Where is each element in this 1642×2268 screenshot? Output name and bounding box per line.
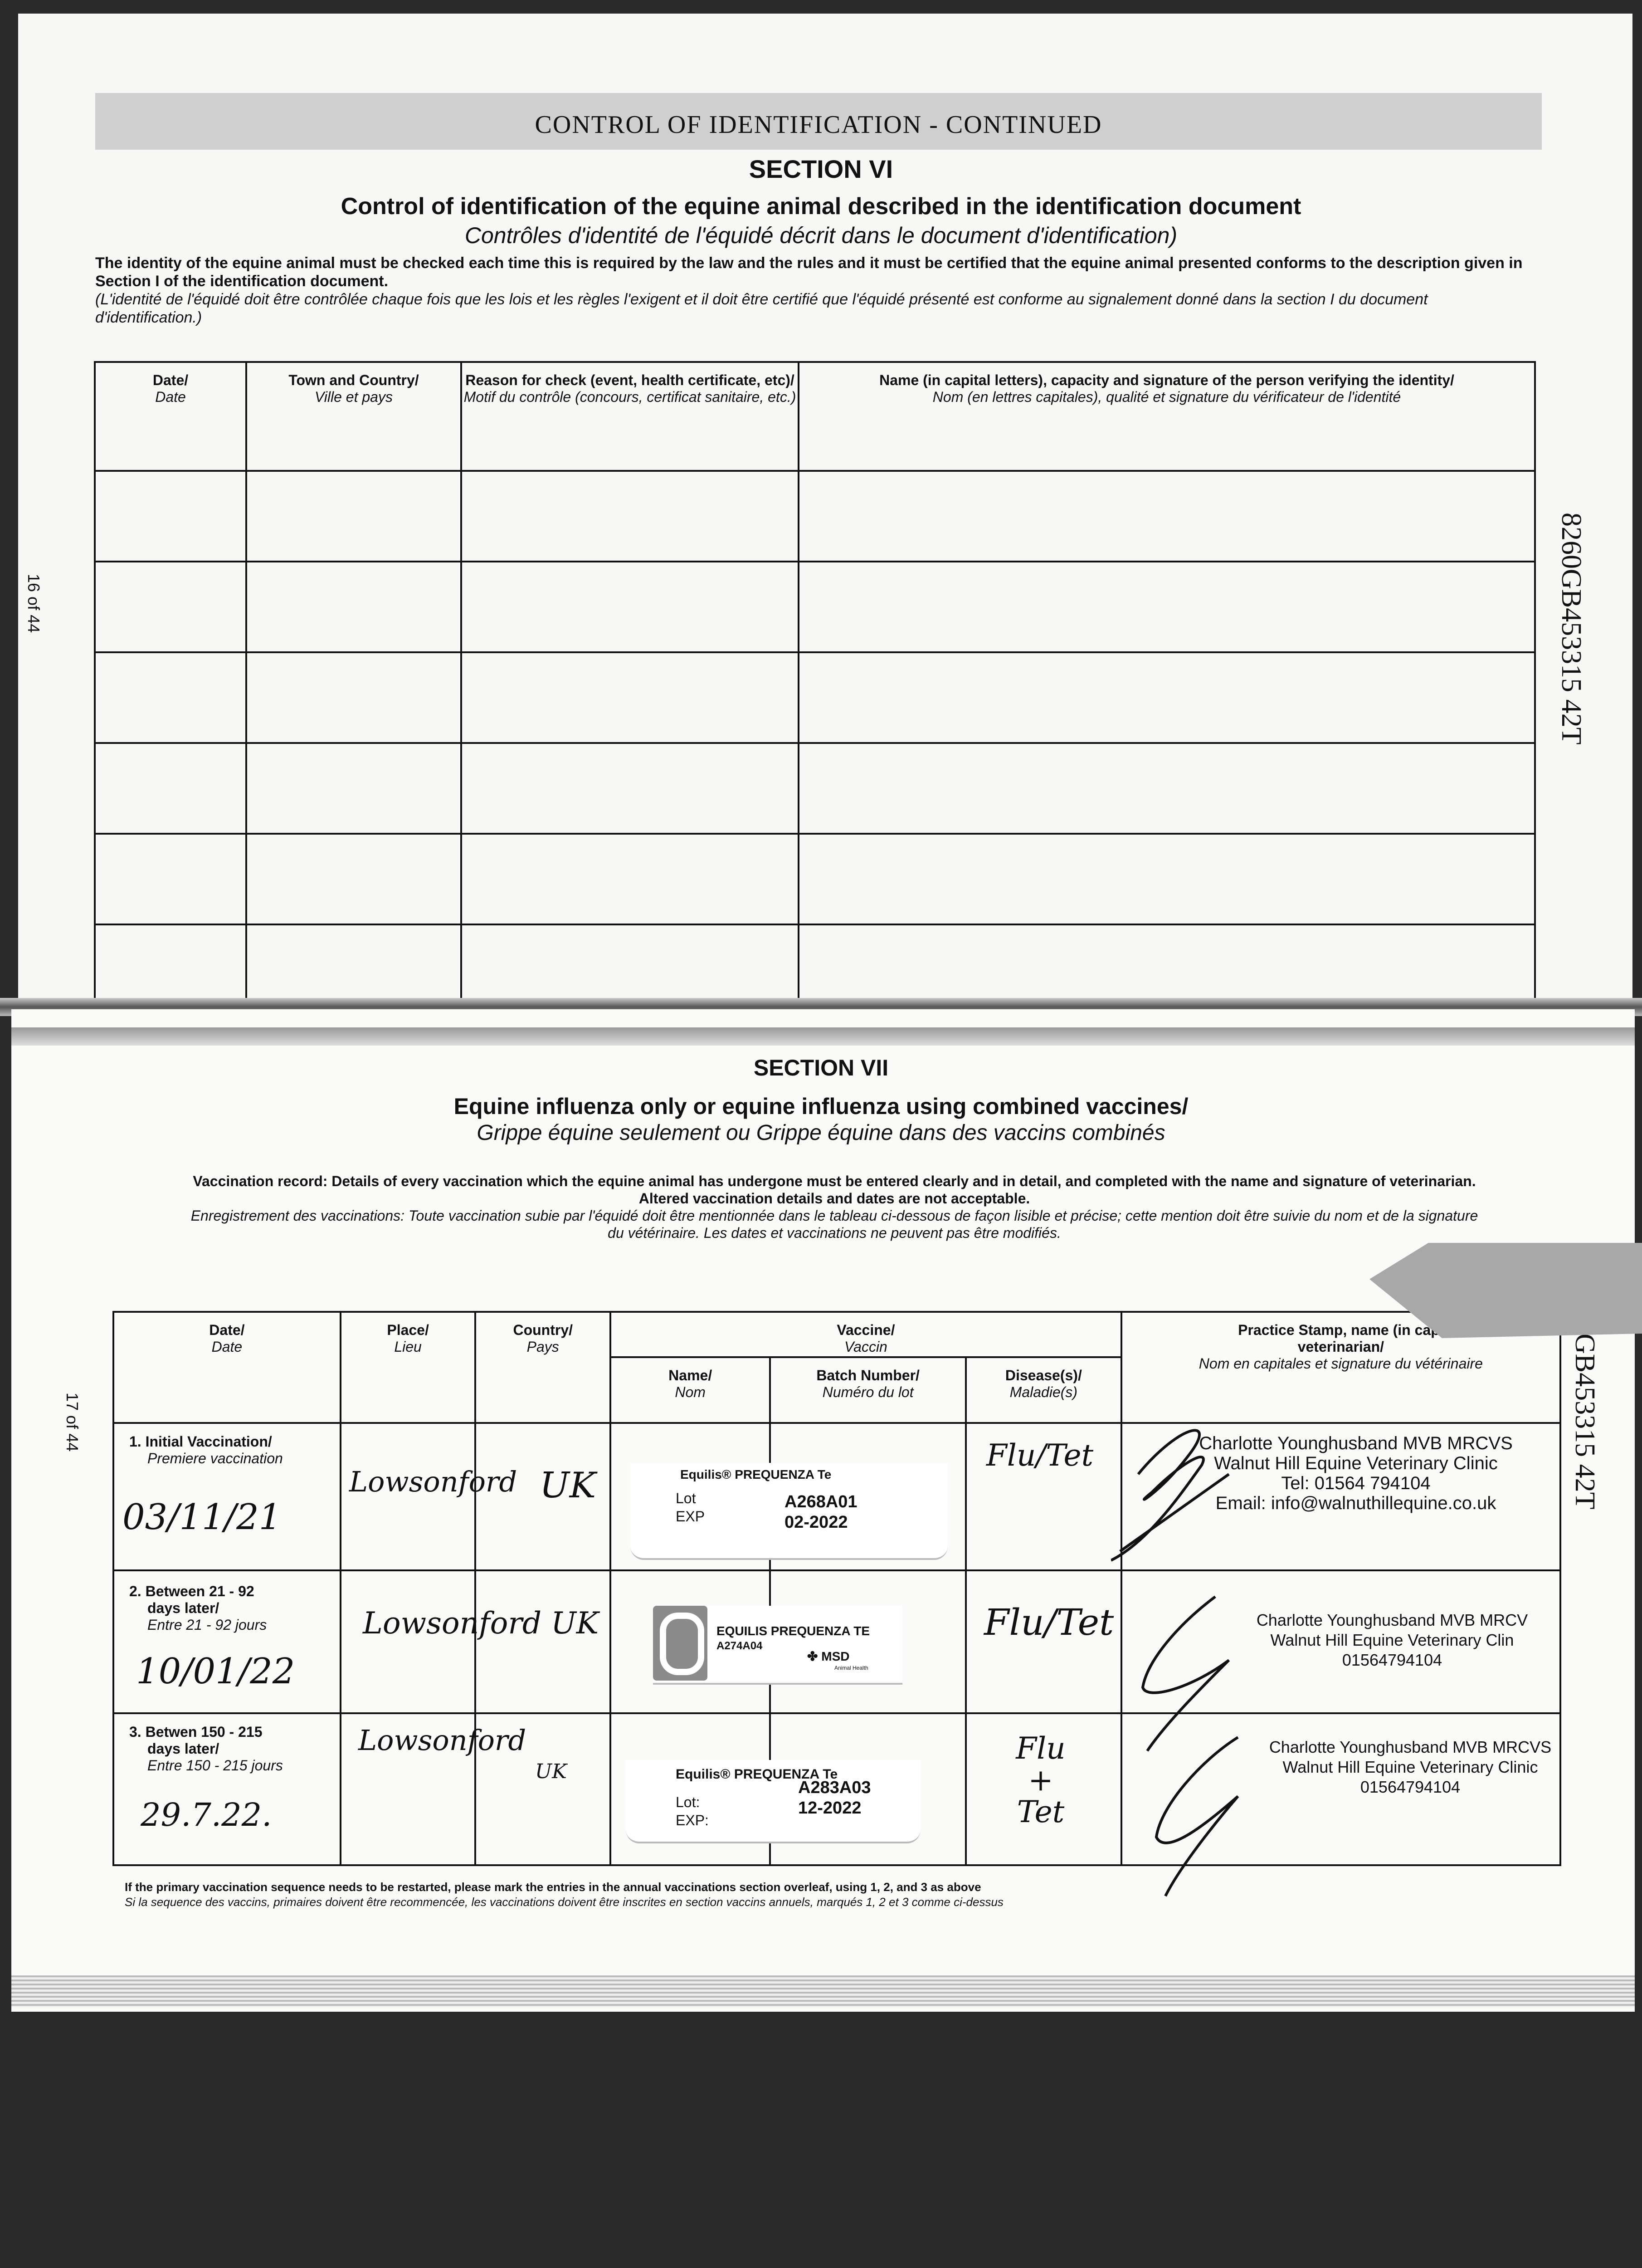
row-2-place: Lowsonford UK: [363, 1606, 599, 1641]
col-vaccine: Vaccine/Vaccin: [609, 1311, 1122, 1358]
row-1-place: Lowsonford: [349, 1465, 517, 1498]
col-vaccine-name: Name/Nom: [609, 1356, 771, 1424]
identity-check-table: Date/Date Town and Country/Ville et pays…: [94, 361, 1536, 1002]
instructions-fr: Enregistrement des vaccinations: Toute v…: [190, 1207, 1478, 1224]
col-batch: Batch Number/Numéro du lot: [769, 1356, 967, 1424]
passport-number: 8260GB453315 42T: [1556, 513, 1587, 745]
section-title-fr: Contrôles d'identité de l'équidé décrit …: [464, 223, 1178, 248]
row-2-date: 10/01/22: [136, 1651, 295, 1692]
row-1-country: UK: [540, 1465, 596, 1506]
instructions-2: Altered vaccination details and dates ar…: [638, 1190, 1030, 1207]
row-1-disease: Flu/Tet: [986, 1438, 1094, 1473]
footnote-fr: Si la sequence des vaccins, primaires do…: [125, 1895, 1004, 1909]
table-row: [94, 742, 1536, 835]
section-heading: SECTION VII: [753, 1055, 889, 1080]
vet-stamp-2: Charlotte Younghusband MVB MRCV Walnut Hi…: [1256, 1611, 1528, 1669]
row-1-date: 03/11/21: [122, 1497, 282, 1538]
lot-number: A268A01: [784, 1492, 858, 1511]
row-3-disease: Flu + Tet: [1016, 1731, 1066, 1829]
exp-label: EXP:: [676, 1812, 709, 1828]
table-row: [94, 924, 1536, 1002]
row-2-disease: Flu/Tet: [984, 1601, 1114, 1643]
sticker-name: Equilis® PREQUENZA Te: [676, 1767, 838, 1782]
signature-3: [1155, 1736, 1239, 1897]
q-logo-icon: [653, 1606, 707, 1681]
col-disease: Disease(s)/Maladie(s): [965, 1356, 1122, 1424]
vaccine-sticker-2: EQUILIS PREQUENZA TE A274A04 ✤ MSD Anima…: [653, 1606, 902, 1685]
vet-signatures: [1111, 1429, 1239, 1897]
section-title: Equine influenza only or equine influenz…: [453, 1094, 1189, 1119]
col-reason: Reason for check (event, health certific…: [460, 361, 799, 472]
signature-1: [1111, 1429, 1230, 1562]
row-3-date: 29.7.22.: [141, 1796, 272, 1833]
signature-2: [1141, 1595, 1230, 1752]
section-title-fr: Grippe équine seulement ou Grippe équine…: [477, 1121, 1165, 1145]
instructions-fr-2: du vétérinaire. Les dates et vaccination…: [608, 1225, 1061, 1241]
col-verifier: Name (in capital letters), capacity and …: [798, 361, 1536, 472]
vet-stamp-3: Charlotte Younghusband MVB MRCVS Walnut H…: [1269, 1738, 1552, 1796]
instructions-fr: (L'identité de l'équidé doit être contrô…: [95, 291, 1428, 326]
row-2-label: 2. Between 21 - 92 days later/Entre 21 - …: [129, 1583, 267, 1633]
instructions: The identity of the equine animal must b…: [95, 254, 1523, 290]
row-3-label: 3. Betwen 150 - 215 days later/Entre 150 …: [129, 1724, 283, 1774]
banner-title: CONTROL OF IDENTIFICATION - CONTINUED: [535, 111, 1102, 139]
col-place: Place/Lieu: [339, 1311, 477, 1424]
section-title: Control of identification of the equine …: [341, 193, 1301, 220]
page-tab-marker: [1369, 1243, 1642, 1338]
instructions: Vaccination record: Details of every vac…: [193, 1173, 1476, 1189]
lot-label: Lot:: [676, 1794, 700, 1810]
row-3-place: Lowsonford: [358, 1724, 526, 1757]
vaccine-sticker-1: Equilis® PREQUENZA Te Lot EXP A268A01 02…: [630, 1463, 948, 1560]
col-country: Country/Pays: [474, 1311, 612, 1424]
msd-logo: ✤ MSD: [807, 1649, 850, 1663]
sticker-name: EQUILIS PREQUENZA TE: [716, 1624, 870, 1638]
table-row: [94, 561, 1536, 653]
page-number: 16 of 44: [24, 574, 43, 633]
table-row: [94, 470, 1536, 562]
row-3-country: UK: [535, 1760, 567, 1783]
col-date: Date/Date: [94, 361, 247, 472]
section-banner: CONTROL OF IDENTIFICATION - CONTINUED: [95, 93, 1542, 150]
sticker-name: Equilis® PREQUENZA Te: [680, 1467, 832, 1481]
expiry: 12-2022: [798, 1799, 862, 1818]
page-edge: [11, 1975, 1635, 2007]
page-number: 17 of 44: [63, 1393, 82, 1452]
page-header-strip: [11, 1027, 1635, 1046]
expiry: 02-2022: [784, 1513, 848, 1532]
row-1-label: 1. Initial Vaccination/Premiere vaccinat…: [129, 1433, 283, 1466]
table-row: [94, 651, 1536, 744]
table-row: [94, 833, 1536, 925]
vet-stamp-1: Charlotte Younghusband MVB MRCVS Walnut H…: [1199, 1433, 1513, 1513]
vaccine-sticker-3: Equilis® PREQUENZA Te Lot: EXP: A283A03 …: [626, 1760, 921, 1843]
footnote: If the primary vaccination sequence need…: [125, 1880, 981, 1894]
col-date: Date/Date: [112, 1311, 341, 1424]
lot-number: A274A04: [716, 1640, 763, 1652]
brand-sub: Animal Health: [834, 1665, 868, 1671]
lot-number: A283A03: [798, 1778, 871, 1797]
exp-label: EXP: [676, 1508, 705, 1525]
col-town: Town and Country/Ville et pays: [245, 361, 462, 472]
section-heading: SECTION VI: [749, 155, 893, 183]
passport-number: GB453315 42T: [1569, 1334, 1600, 1510]
lot-label: Lot: [676, 1490, 696, 1506]
